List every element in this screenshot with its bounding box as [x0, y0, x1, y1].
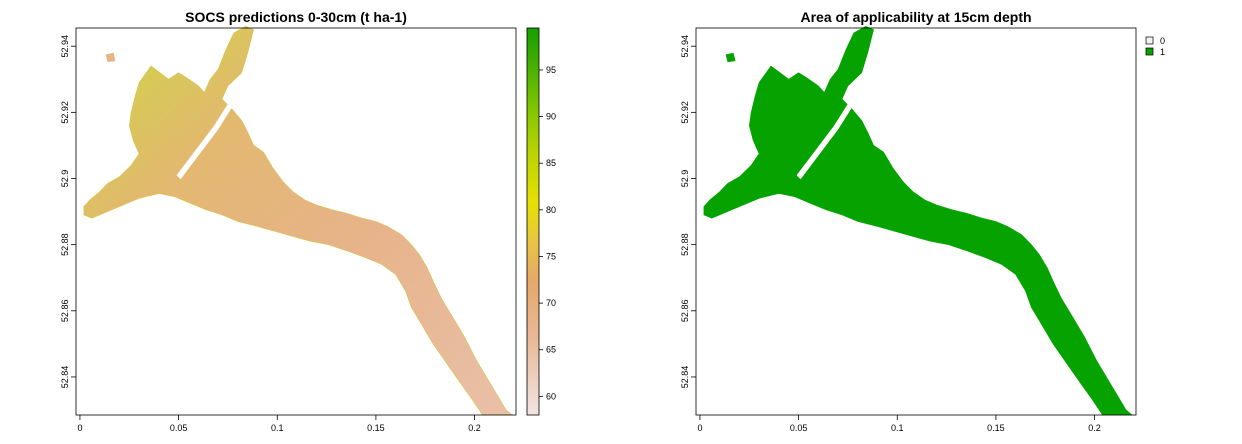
y-tick-label: 52.88	[60, 233, 70, 256]
colorbar-tick-label: 80	[546, 205, 556, 215]
y-tick-label: 52.94	[60, 35, 70, 58]
colorbar-tick-label: 90	[546, 112, 556, 122]
y-tick-label: 52.86	[680, 300, 690, 323]
x-tick-label: 0.1	[891, 423, 904, 433]
y-tick-label: 52.92	[60, 101, 70, 124]
y-tick-label: 52.84	[680, 366, 690, 389]
x-tick-label: 0.2	[1088, 423, 1101, 433]
x-tick-label: 0.05	[170, 423, 188, 433]
panel-2: Area of applicability at 15cm depth 0 0.05…	[680, 9, 1165, 433]
x-tick-label: 0	[697, 423, 702, 433]
legend-swatch	[1145, 47, 1154, 56]
colorbar-tick-label: 60	[546, 391, 556, 401]
y-tick-label: 52.94	[680, 35, 690, 58]
legend-label: 1	[1160, 47, 1165, 57]
map-area	[703, 25, 1133, 416]
y-tick-label: 52.92	[680, 101, 690, 124]
y-tick-label: 52.86	[60, 300, 70, 323]
map-channel	[176, 69, 254, 180]
x-tick-label: 0	[77, 423, 82, 433]
y-tick-label: 52.9	[60, 170, 70, 188]
colorbar	[526, 27, 540, 416]
y-tick-label: 52.9	[680, 170, 690, 188]
map-channel	[796, 69, 874, 180]
colorbar-tick-label: 85	[546, 158, 556, 168]
legend-swatch	[1145, 36, 1154, 45]
chart-title: Area of applicability at 15cm depth	[800, 9, 1031, 25]
colorbar-tick-label: 70	[546, 298, 556, 308]
chart-title: SOCS predictions 0-30cm (t ha-1)	[185, 9, 407, 25]
colorbar-tick-label: 75	[546, 251, 556, 261]
x-tick-label: 0.05	[790, 423, 808, 433]
y-tick-label: 52.84	[60, 366, 70, 389]
colorbar-tick-label: 65	[546, 345, 556, 355]
x-tick-label: 0.15	[987, 423, 1005, 433]
y-tick-label: 52.88	[680, 233, 690, 256]
x-tick-label: 0.1	[271, 423, 284, 433]
map-area	[83, 25, 513, 416]
legend-label: 0	[1160, 36, 1165, 46]
map-islet	[725, 52, 736, 63]
colorbar-tick-label: 95	[546, 65, 556, 75]
x-tick-label: 0.15	[367, 423, 385, 433]
plot-frame	[75, 27, 517, 416]
map-islet	[105, 52, 116, 63]
plot-frame	[695, 27, 1137, 416]
panel-1: SOCS predictions 0-30cm (t ha-1) 0 0.05 0.1…	[60, 9, 556, 433]
x-tick-label: 0.2	[468, 423, 481, 433]
